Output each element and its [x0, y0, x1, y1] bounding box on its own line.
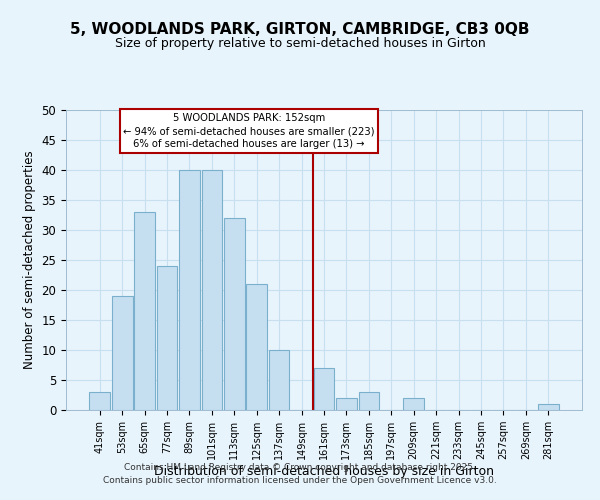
Bar: [224, 218, 245, 410]
Text: Contains public sector information licensed under the Open Government Licence v3: Contains public sector information licen…: [103, 476, 497, 485]
Bar: [89, 392, 110, 410]
X-axis label: Distribution of semi-detached houses by size in Girton: Distribution of semi-detached houses by …: [154, 465, 494, 478]
Bar: [538, 404, 559, 410]
Bar: [157, 266, 178, 410]
Bar: [202, 170, 222, 410]
Bar: [269, 350, 289, 410]
Bar: [179, 170, 200, 410]
Bar: [359, 392, 379, 410]
Bar: [247, 284, 267, 410]
Text: 5 WOODLANDS PARK: 152sqm
← 94% of semi-detached houses are smaller (223)
6% of s: 5 WOODLANDS PARK: 152sqm ← 94% of semi-d…: [124, 113, 375, 150]
Bar: [403, 398, 424, 410]
Bar: [134, 212, 155, 410]
Text: 5, WOODLANDS PARK, GIRTON, CAMBRIDGE, CB3 0QB: 5, WOODLANDS PARK, GIRTON, CAMBRIDGE, CB…: [70, 22, 530, 38]
Text: Contains HM Land Registry data © Crown copyright and database right 2025.: Contains HM Land Registry data © Crown c…: [124, 464, 476, 472]
Text: Size of property relative to semi-detached houses in Girton: Size of property relative to semi-detach…: [115, 38, 485, 51]
Bar: [336, 398, 357, 410]
Bar: [314, 368, 334, 410]
Bar: [112, 296, 133, 410]
Y-axis label: Number of semi-detached properties: Number of semi-detached properties: [23, 150, 36, 370]
